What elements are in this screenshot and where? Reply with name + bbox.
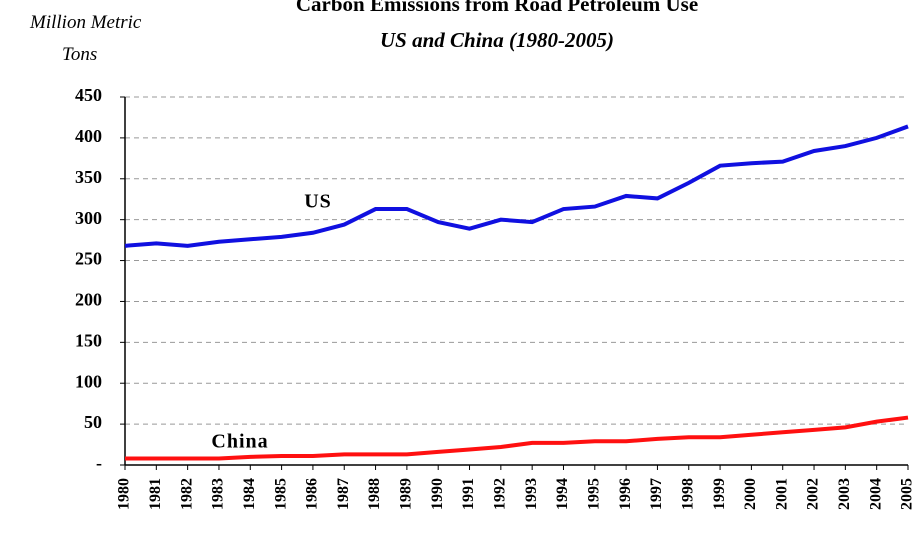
x-tick-label: 1993 [523, 478, 540, 510]
x-tick-label: 1996 [617, 478, 634, 510]
x-tick-label: 1983 [210, 478, 227, 510]
y-tick-label: 150 [75, 330, 102, 350]
series-label: US [304, 191, 332, 213]
y-tick-label: 100 [75, 371, 102, 391]
y-axis-label: Million Metric Tons [29, 12, 142, 65]
x-tick-label: 2004 [867, 478, 884, 510]
y-tick-label: 250 [75, 249, 102, 269]
chart-subtitle: US and China (1980-2005) [380, 28, 614, 52]
x-tick-label: 2002 [805, 478, 822, 510]
series-label: China [211, 431, 268, 453]
chart-title: Carbon Emissions from Road Petroleum Use [296, 0, 698, 16]
x-tick-label: 1990 [429, 478, 446, 510]
x-tick-label: 2003 [836, 478, 853, 510]
x-tick-label: 1998 [679, 478, 696, 510]
x-tick-label: 1991 [460, 478, 477, 510]
y-tick-label: 400 [75, 126, 102, 146]
series-line [125, 415, 909, 461]
y-tick-label: - [96, 453, 102, 473]
x-tick-label: 1982 [178, 478, 195, 510]
x-tick-label: 1984 [241, 478, 258, 510]
x-tick-label: 2000 [742, 478, 759, 510]
x-tick-label: 2001 [773, 478, 790, 510]
x-tick-label: 1980 [116, 478, 133, 510]
x-tick-label: 1997 [648, 478, 665, 510]
y-tick-label: 300 [75, 208, 102, 228]
y-tick-label: 450 [75, 85, 102, 105]
x-tick-label: 1989 [398, 478, 415, 510]
x-tick-label: 1985 [272, 478, 289, 510]
y-tick-label: 200 [75, 290, 102, 310]
x-tick-label: 1999 [711, 478, 728, 510]
y-tick-label: 50 [84, 412, 102, 432]
x-tick-label: 1992 [492, 478, 509, 510]
x-tick-label: 1986 [304, 478, 321, 510]
x-tick-label: 1987 [335, 478, 352, 510]
y-tick-label: 350 [75, 167, 102, 187]
x-tick-label: 1994 [554, 478, 571, 510]
x-tick-label: 1981 [147, 478, 164, 510]
x-tick-label: 1995 [585, 478, 602, 510]
series-line [124, 124, 909, 248]
x-tick-label: 2005 [899, 478, 916, 510]
x-tick-label: 1988 [366, 478, 383, 510]
